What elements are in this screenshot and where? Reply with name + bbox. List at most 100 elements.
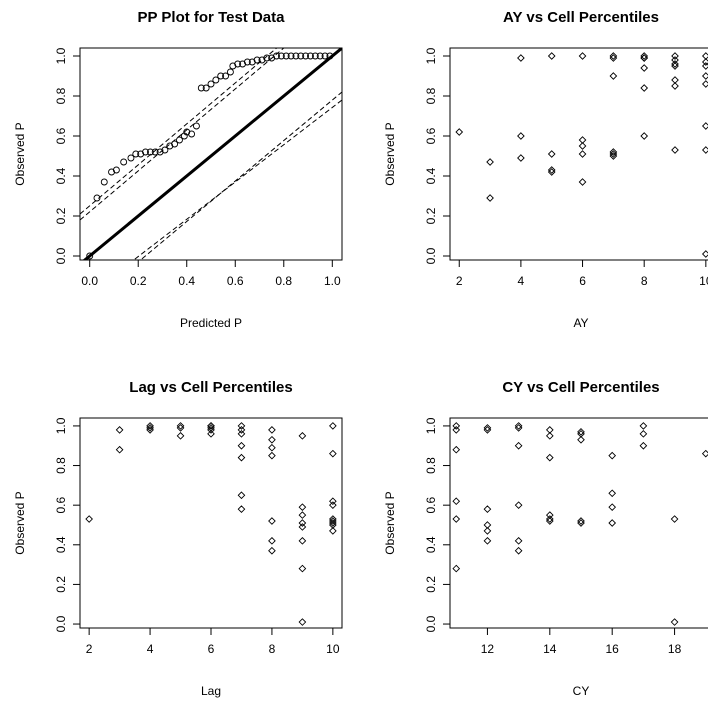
data-point (151, 148, 159, 156)
y-tick-label: 1.0 (54, 47, 68, 64)
data-point (639, 422, 648, 430)
data-point (268, 536, 276, 545)
y-tick-label: 0.0 (424, 615, 438, 632)
data-point (517, 132, 525, 140)
data-point (517, 154, 525, 162)
data-point (545, 453, 554, 462)
y-axis-label: Observed P (13, 491, 27, 554)
data-point (578, 52, 587, 60)
data-point (146, 422, 154, 430)
data-point (171, 140, 179, 148)
chart-panel-2: AY vs Cell Percentiles AY Observed P 2 4 6 8 1 0… (383, 9, 708, 330)
data-point (298, 523, 307, 531)
y-tick-label: 0.0 (54, 247, 68, 264)
data-point (277, 52, 285, 60)
chart-title: CY vs Cell Percentiles (502, 379, 659, 396)
data-point (547, 150, 556, 158)
x-tick-label: 0.0 (81, 274, 98, 288)
data-point (217, 72, 225, 80)
x-tick-label: 0.2 (130, 274, 147, 288)
data-point (326, 52, 334, 60)
data-point (578, 142, 587, 150)
data-point (640, 84, 649, 92)
data-point (311, 52, 319, 60)
y-tick-label: 0.2 (54, 576, 68, 593)
y-tick-label: 0.8 (424, 457, 438, 474)
data-point (298, 564, 307, 573)
x-tick-label: 12 (481, 642, 495, 656)
data-point (640, 132, 649, 140)
data-point (329, 501, 337, 510)
y-tick-label: 0.2 (424, 576, 438, 593)
x-tick-label: 0.6 (227, 274, 244, 288)
data-point (514, 536, 523, 545)
data-point (132, 150, 140, 158)
data-point (297, 52, 305, 60)
data-point (202, 84, 210, 92)
data-point (226, 68, 234, 76)
data-point (192, 122, 200, 130)
data-point (234, 60, 242, 68)
data-point (298, 536, 307, 545)
y-tick-label: 0.8 (54, 457, 68, 474)
data-point (302, 52, 310, 60)
data-point (268, 443, 276, 452)
data-point (197, 84, 205, 92)
data-point (577, 517, 585, 525)
data-point (514, 546, 523, 555)
x-tick-label: 8 (641, 274, 648, 288)
data-point (176, 136, 183, 144)
data-point (316, 52, 324, 60)
data-point (237, 426, 246, 434)
x-tick-label: 18 (668, 642, 682, 656)
plot-area (452, 422, 708, 626)
data-point (671, 60, 679, 68)
data-point (577, 519, 585, 527)
data-point (640, 64, 649, 72)
data-point (701, 250, 708, 258)
data-point (207, 422, 215, 430)
data-point (161, 146, 169, 154)
data-point (268, 426, 276, 434)
data-point (298, 431, 307, 440)
data-point (207, 80, 215, 88)
data-point (298, 618, 307, 626)
data-point (639, 430, 648, 438)
chart-title: Lag vs Cell Percentiles (129, 379, 292, 396)
data-point (577, 428, 585, 436)
data-point (545, 517, 554, 525)
data-point (93, 194, 101, 202)
data-point (671, 62, 679, 70)
data-point (452, 422, 461, 430)
y-tick-label: 0.6 (54, 497, 68, 514)
data-point (701, 122, 708, 130)
data-point (307, 52, 314, 60)
x-tick-label: 1.0 (324, 274, 341, 288)
data-point (86, 252, 94, 260)
data-point (452, 515, 461, 523)
data-point (268, 451, 276, 460)
x-axis-label: Predicted P (180, 316, 242, 330)
confidence-band-line (80, 48, 278, 215)
data-point (212, 76, 220, 84)
data-point (514, 424, 523, 432)
y-tick-label: 0.0 (54, 615, 68, 632)
x-tick-label: 10 (326, 642, 340, 656)
data-point (253, 56, 261, 64)
data-point (237, 505, 246, 513)
data-point (329, 527, 337, 535)
y-axis-label: Observed P (13, 122, 27, 185)
x-tick-label: 0.8 (275, 274, 292, 288)
data-point (100, 178, 108, 186)
data-point (483, 424, 492, 432)
y-tick-label: 0.0 (424, 247, 438, 264)
data-point (609, 54, 618, 62)
data-point (486, 158, 494, 166)
chart-panel-3: Lag vs Cell Percentiles Lag Observed P 2 4 6 8… (13, 379, 343, 698)
data-point (268, 517, 276, 525)
data-point (701, 72, 708, 80)
confidence-band-line (139, 91, 342, 260)
data-point (176, 431, 185, 440)
data-point (517, 54, 525, 62)
